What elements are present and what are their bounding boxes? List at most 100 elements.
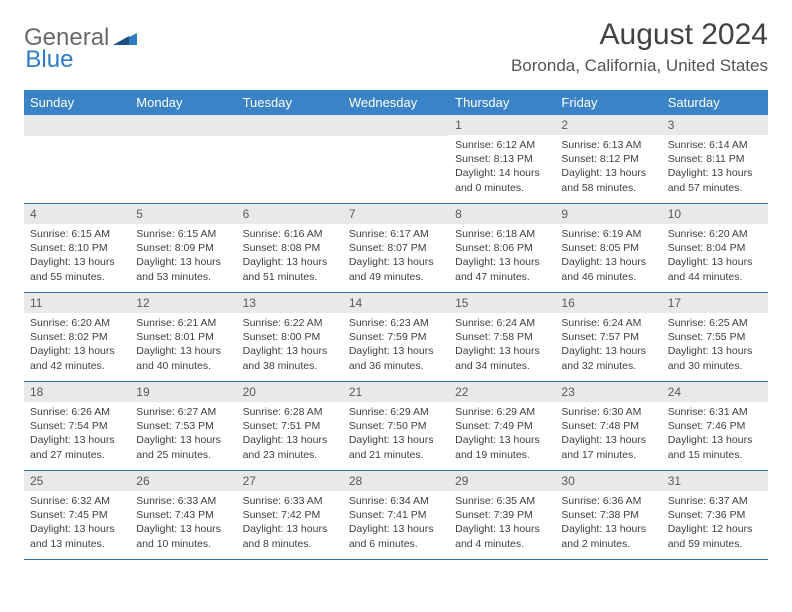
sunrise-text: Sunrise: 6:32 AM bbox=[30, 494, 124, 508]
sunrise-text: Sunrise: 6:15 AM bbox=[30, 227, 124, 241]
day-cell: 21Sunrise: 6:29 AMSunset: 7:50 PMDayligh… bbox=[343, 382, 449, 470]
day-cell: 29Sunrise: 6:35 AMSunset: 7:39 PMDayligh… bbox=[449, 471, 555, 559]
sunrise-text: Sunrise: 6:24 AM bbox=[455, 316, 549, 330]
sunrise-text: Sunrise: 6:36 AM bbox=[561, 494, 655, 508]
day-number: 11 bbox=[24, 293, 130, 313]
day-number: 19 bbox=[130, 382, 236, 402]
daylight-text: Daylight: 13 hours and 4 minutes. bbox=[455, 522, 549, 550]
day-body: Sunrise: 6:27 AMSunset: 7:53 PMDaylight:… bbox=[130, 402, 236, 466]
daylight-text: Daylight: 13 hours and 27 minutes. bbox=[30, 433, 124, 461]
sunrise-text: Sunrise: 6:35 AM bbox=[455, 494, 549, 508]
day-number: 14 bbox=[343, 293, 449, 313]
sunset-text: Sunset: 7:57 PM bbox=[561, 330, 655, 344]
sunset-text: Sunset: 8:13 PM bbox=[455, 152, 549, 166]
day-header-friday: Friday bbox=[555, 90, 661, 115]
day-body: Sunrise: 6:33 AMSunset: 7:43 PMDaylight:… bbox=[130, 491, 236, 555]
day-cell: 15Sunrise: 6:24 AMSunset: 7:58 PMDayligh… bbox=[449, 293, 555, 381]
day-cell: 24Sunrise: 6:31 AMSunset: 7:46 PMDayligh… bbox=[662, 382, 768, 470]
day-header-thursday: Thursday bbox=[449, 90, 555, 115]
daylight-text: Daylight: 13 hours and 40 minutes. bbox=[136, 344, 230, 372]
sunrise-text: Sunrise: 6:16 AM bbox=[243, 227, 337, 241]
sunset-text: Sunset: 7:41 PM bbox=[349, 508, 443, 522]
day-number: 26 bbox=[130, 471, 236, 491]
sunset-text: Sunset: 7:53 PM bbox=[136, 419, 230, 433]
sunrise-text: Sunrise: 6:33 AM bbox=[136, 494, 230, 508]
day-cell: 12Sunrise: 6:21 AMSunset: 8:01 PMDayligh… bbox=[130, 293, 236, 381]
day-number: 22 bbox=[449, 382, 555, 402]
day-body: Sunrise: 6:20 AMSunset: 8:02 PMDaylight:… bbox=[24, 313, 130, 377]
day-body: Sunrise: 6:34 AMSunset: 7:41 PMDaylight:… bbox=[343, 491, 449, 555]
day-number: 30 bbox=[555, 471, 661, 491]
daylight-text: Daylight: 13 hours and 49 minutes. bbox=[349, 255, 443, 283]
sunset-text: Sunset: 7:45 PM bbox=[30, 508, 124, 522]
day-body: Sunrise: 6:20 AMSunset: 8:04 PMDaylight:… bbox=[662, 224, 768, 288]
day-body: Sunrise: 6:33 AMSunset: 7:42 PMDaylight:… bbox=[237, 491, 343, 555]
daylight-text: Daylight: 13 hours and 42 minutes. bbox=[30, 344, 124, 372]
day-body: Sunrise: 6:30 AMSunset: 7:48 PMDaylight:… bbox=[555, 402, 661, 466]
day-number: 10 bbox=[662, 204, 768, 224]
daylight-text: Daylight: 13 hours and 2 minutes. bbox=[561, 522, 655, 550]
sunset-text: Sunset: 8:06 PM bbox=[455, 241, 549, 255]
day-body: Sunrise: 6:12 AMSunset: 8:13 PMDaylight:… bbox=[449, 135, 555, 199]
day-cell: 2Sunrise: 6:13 AMSunset: 8:12 PMDaylight… bbox=[555, 115, 661, 203]
calendar: SundayMondayTuesdayWednesdayThursdayFrid… bbox=[24, 90, 768, 560]
day-header-wednesday: Wednesday bbox=[343, 90, 449, 115]
daylight-text: Daylight: 13 hours and 57 minutes. bbox=[668, 166, 762, 194]
daylight-text: Daylight: 13 hours and 51 minutes. bbox=[243, 255, 337, 283]
logo-text-2: Blue bbox=[25, 46, 73, 74]
day-cell: 10Sunrise: 6:20 AMSunset: 8:04 PMDayligh… bbox=[662, 204, 768, 292]
sunrise-text: Sunrise: 6:14 AM bbox=[668, 138, 762, 152]
day-number: 6 bbox=[237, 204, 343, 224]
daylight-text: Daylight: 13 hours and 8 minutes. bbox=[243, 522, 337, 550]
daylight-text: Daylight: 13 hours and 23 minutes. bbox=[243, 433, 337, 461]
day-number: 23 bbox=[555, 382, 661, 402]
day-number: 5 bbox=[130, 204, 236, 224]
day-number: 24 bbox=[662, 382, 768, 402]
sunset-text: Sunset: 8:05 PM bbox=[561, 241, 655, 255]
sunrise-text: Sunrise: 6:18 AM bbox=[455, 227, 549, 241]
sunset-text: Sunset: 8:02 PM bbox=[30, 330, 124, 344]
daylight-text: Daylight: 13 hours and 30 minutes. bbox=[668, 344, 762, 372]
daylight-text: Daylight: 13 hours and 21 minutes. bbox=[349, 433, 443, 461]
sunset-text: Sunset: 7:59 PM bbox=[349, 330, 443, 344]
day-body: Sunrise: 6:15 AMSunset: 8:10 PMDaylight:… bbox=[24, 224, 130, 288]
empty-day-bar bbox=[24, 115, 130, 136]
empty-day-bar bbox=[130, 115, 236, 136]
sunset-text: Sunset: 8:08 PM bbox=[243, 241, 337, 255]
day-body: Sunrise: 6:25 AMSunset: 7:55 PMDaylight:… bbox=[662, 313, 768, 377]
daylight-text: Daylight: 13 hours and 6 minutes. bbox=[349, 522, 443, 550]
day-cell: 3Sunrise: 6:14 AMSunset: 8:11 PMDaylight… bbox=[662, 115, 768, 203]
sunset-text: Sunset: 8:11 PM bbox=[668, 152, 762, 166]
day-body: Sunrise: 6:29 AMSunset: 7:50 PMDaylight:… bbox=[343, 402, 449, 466]
title-block: August 2024 Boronda, California, United … bbox=[511, 18, 768, 76]
day-cell: 18Sunrise: 6:26 AMSunset: 7:54 PMDayligh… bbox=[24, 382, 130, 470]
sunrise-text: Sunrise: 6:12 AM bbox=[455, 138, 549, 152]
day-header-monday: Monday bbox=[130, 90, 236, 115]
day-body: Sunrise: 6:15 AMSunset: 8:09 PMDaylight:… bbox=[130, 224, 236, 288]
day-cell: 27Sunrise: 6:33 AMSunset: 7:42 PMDayligh… bbox=[237, 471, 343, 559]
day-cell: 17Sunrise: 6:25 AMSunset: 7:55 PMDayligh… bbox=[662, 293, 768, 381]
day-number: 8 bbox=[449, 204, 555, 224]
daylight-text: Daylight: 13 hours and 10 minutes. bbox=[136, 522, 230, 550]
day-number: 13 bbox=[237, 293, 343, 313]
daylight-text: Daylight: 12 hours and 59 minutes. bbox=[668, 522, 762, 550]
sunset-text: Sunset: 8:01 PM bbox=[136, 330, 230, 344]
sunrise-text: Sunrise: 6:20 AM bbox=[668, 227, 762, 241]
day-body: Sunrise: 6:31 AMSunset: 7:46 PMDaylight:… bbox=[662, 402, 768, 466]
daylight-text: Daylight: 13 hours and 25 minutes. bbox=[136, 433, 230, 461]
day-number: 17 bbox=[662, 293, 768, 313]
daylight-text: Daylight: 13 hours and 34 minutes. bbox=[455, 344, 549, 372]
day-cell: 8Sunrise: 6:18 AMSunset: 8:06 PMDaylight… bbox=[449, 204, 555, 292]
day-cell: 30Sunrise: 6:36 AMSunset: 7:38 PMDayligh… bbox=[555, 471, 661, 559]
sunrise-text: Sunrise: 6:29 AM bbox=[349, 405, 443, 419]
sunset-text: Sunset: 7:50 PM bbox=[349, 419, 443, 433]
sunset-text: Sunset: 7:58 PM bbox=[455, 330, 549, 344]
sunrise-text: Sunrise: 6:19 AM bbox=[561, 227, 655, 241]
sunrise-text: Sunrise: 6:22 AM bbox=[243, 316, 337, 330]
sunset-text: Sunset: 7:36 PM bbox=[668, 508, 762, 522]
empty-day-bar bbox=[343, 115, 449, 136]
day-body: Sunrise: 6:23 AMSunset: 7:59 PMDaylight:… bbox=[343, 313, 449, 377]
sunrise-text: Sunrise: 6:17 AM bbox=[349, 227, 443, 241]
sunrise-text: Sunrise: 6:27 AM bbox=[136, 405, 230, 419]
day-body: Sunrise: 6:17 AMSunset: 8:07 PMDaylight:… bbox=[343, 224, 449, 288]
